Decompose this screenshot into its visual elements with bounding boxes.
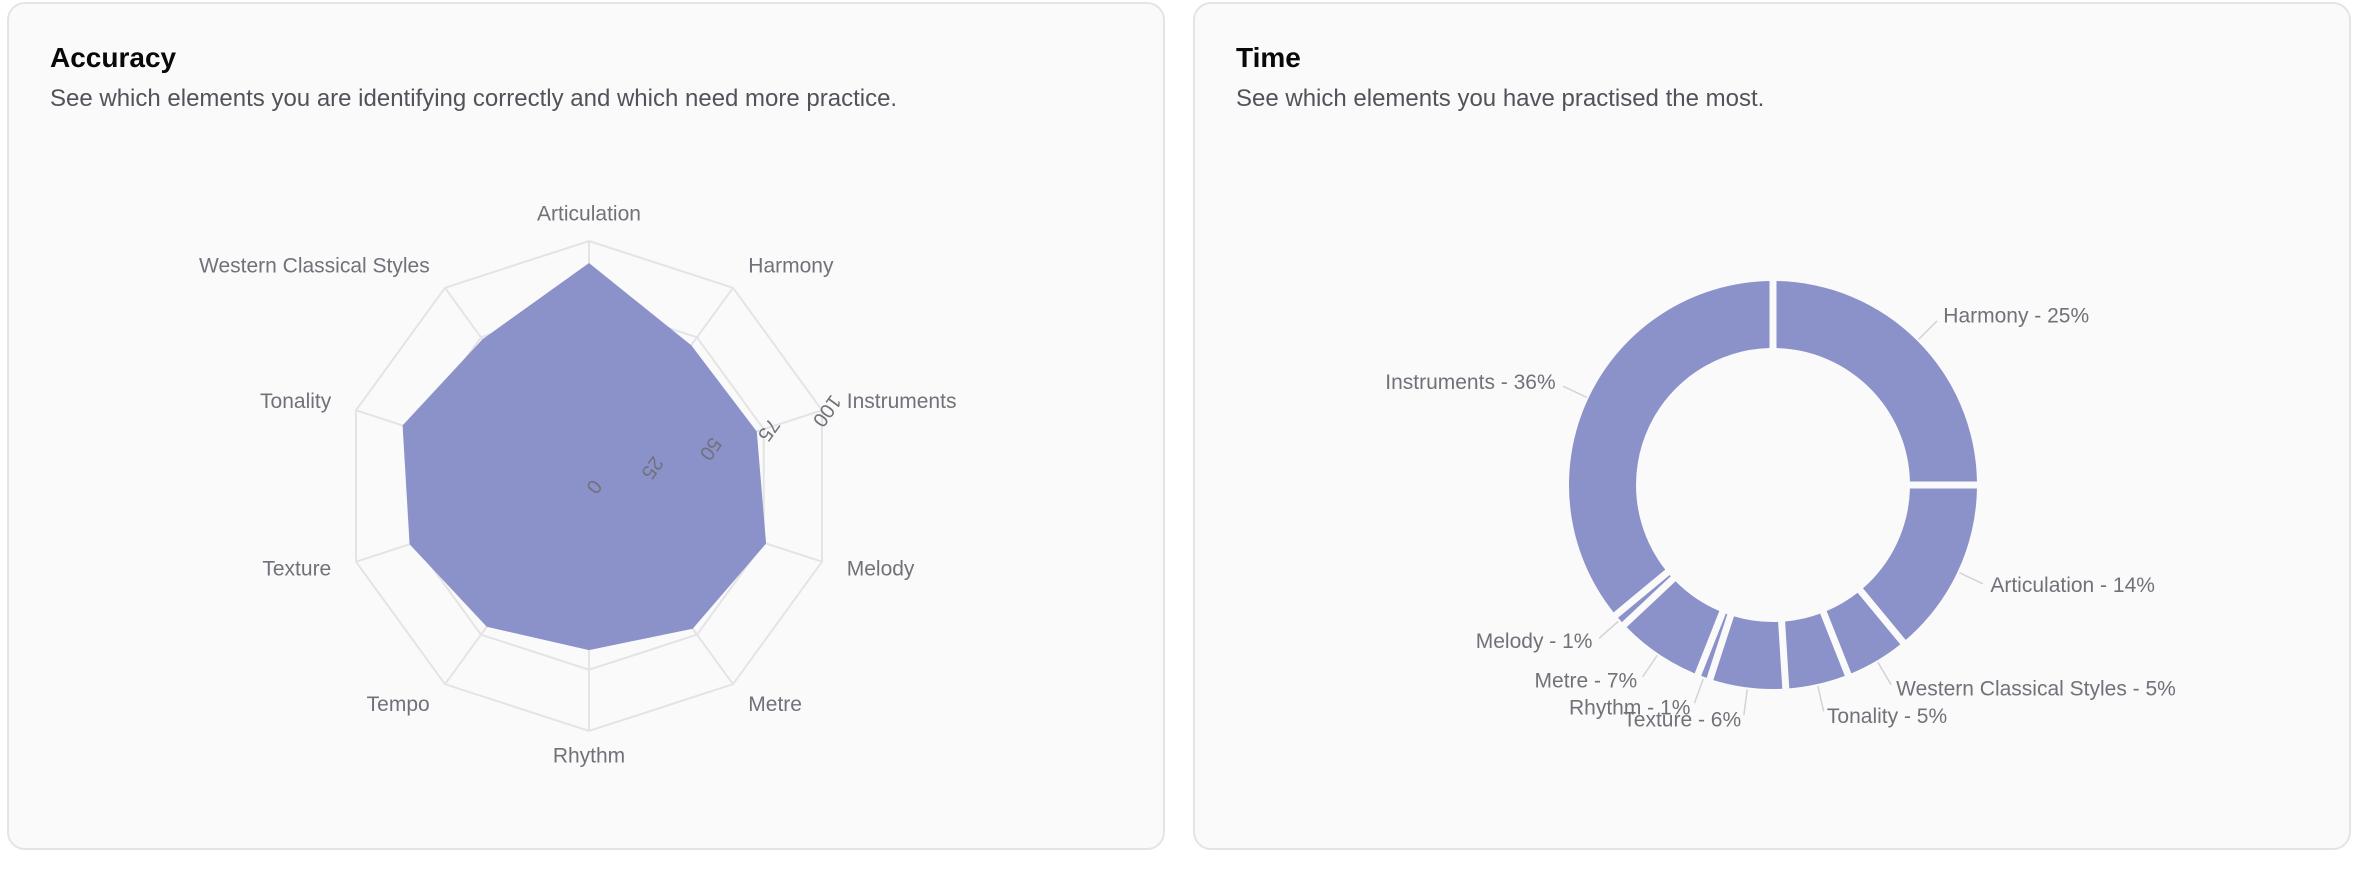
card-title: Time — [1236, 42, 1301, 73]
donut-slice — [1701, 613, 1728, 678]
donut-slice — [1713, 616, 1783, 689]
donut-leader-line — [1693, 678, 1704, 704]
donut-slice — [1826, 592, 1901, 674]
donut-slice-label: Metre - 7% — [1535, 669, 1638, 692]
radar-category-label: Articulation — [537, 203, 641, 226]
radar-category-label: Rhythm — [553, 745, 625, 768]
donut-slice-label: Harmony - 25% — [1943, 304, 2089, 327]
radar-tick-label: 75 — [753, 414, 784, 445]
radar-category-label: Texture — [262, 557, 331, 580]
donut-leader-line — [1877, 661, 1892, 686]
donut-leader-line — [1562, 385, 1587, 398]
radar-category-label: Tonality — [260, 390, 332, 413]
donut-slice-label: Melody - 1% — [1476, 630, 1593, 653]
donut-slice-label: Instruments - 36% — [1385, 371, 1555, 394]
donut-slice — [1626, 581, 1720, 674]
donut-slice-label: Articulation - 14% — [1990, 574, 2155, 597]
radar-category-label: Harmony — [748, 254, 834, 277]
time-donut-chart: Harmony - 25% Articulation - 14% Western C… — [1385, 281, 2176, 732]
radar-category-label: Western Classical Styles — [199, 254, 430, 277]
donut-slice-label: Tonality - 5% — [1827, 705, 1947, 728]
donut-slice — [1785, 613, 1845, 689]
donut-slice — [1862, 488, 1977, 640]
donut-leader-line — [1817, 685, 1825, 712]
card-title: Accuracy — [50, 42, 177, 73]
donut-slice-label: Rhythm - 1% — [1569, 696, 1690, 719]
radar-tick-label: 100 — [808, 391, 845, 431]
card-description: See which elements you have practised th… — [1236, 85, 1765, 112]
donut-leader-line — [1959, 572, 1984, 585]
radar-series-area — [402, 263, 767, 651]
radar-category-label: Instruments — [847, 390, 957, 413]
donut-slice — [1569, 281, 1770, 613]
radar-category-label: Metre — [748, 693, 802, 716]
radar-category-label: Melody — [847, 557, 915, 580]
card-description: See which elements you are identifying c… — [50, 85, 898, 112]
accuracy-card: Accuracy See which elements you are iden… — [7, 2, 1165, 850]
donut-slice-label: Texture - 6% — [1623, 709, 1741, 732]
radar-category-label: Tempo — [367, 693, 430, 716]
donut-leader-line — [1918, 320, 1938, 340]
donut-leader-line — [1743, 689, 1748, 716]
donut-slice — [1776, 281, 1977, 482]
time-card: Time See which elements you have practis… — [1193, 2, 2351, 850]
donut-slice — [1618, 574, 1671, 623]
donut-slice-label: Western Classical Styles - 5% — [1896, 677, 2176, 700]
donut-leader-line — [1641, 654, 1658, 678]
donut-leader-line — [1598, 620, 1619, 639]
